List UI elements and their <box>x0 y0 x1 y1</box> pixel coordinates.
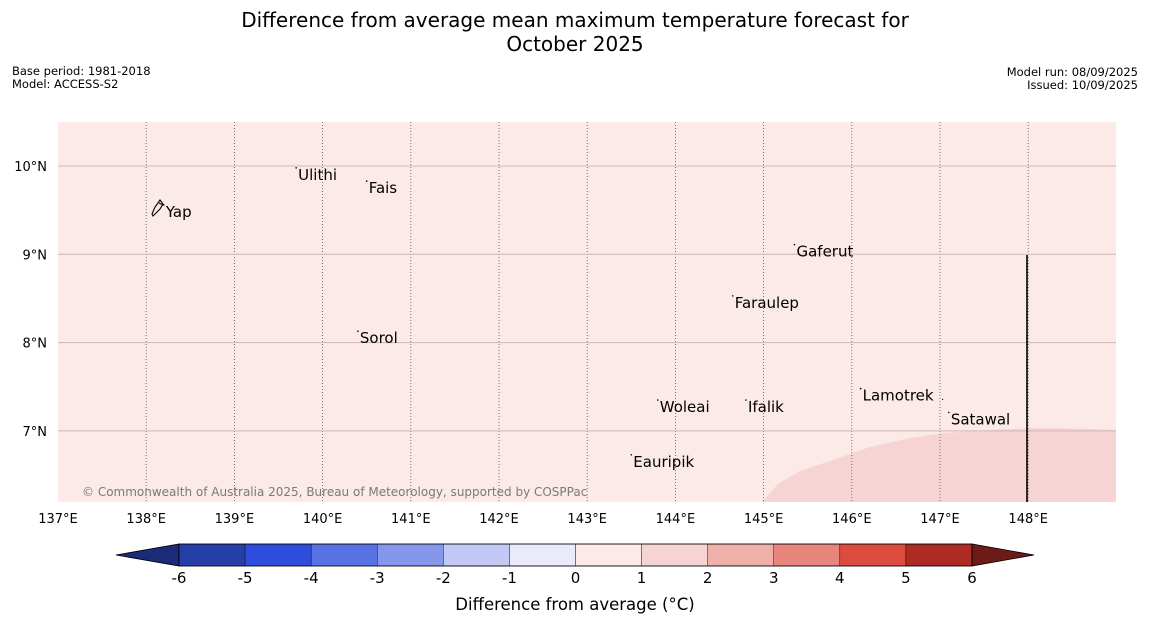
colorbar-swatch <box>377 543 444 567</box>
place-label: Sorol <box>360 329 398 347</box>
meta-left: Base period: 1981-2018 Model: ACCESS-S2 <box>12 65 151 91</box>
place-labels: Yap Ulithi Fais Gaferut Faraulep Sorol Woleai I… <box>163 166 1010 471</box>
place-label: Gaferut <box>796 243 853 261</box>
colorbar-swatch <box>443 543 510 567</box>
colorbar-swatch <box>641 543 708 567</box>
longitude-label: 142°E <box>479 512 519 527</box>
colorbar-swatch <box>839 543 907 567</box>
graticule <box>58 122 1116 502</box>
colorbar-tick-label: 2 <box>703 569 713 587</box>
colorbar-tick-label: 0 <box>571 569 581 587</box>
longitude-label: 148°E <box>1008 512 1048 527</box>
place-label: Yap <box>165 203 192 221</box>
longitude-labels: 137°E 138°E 139°E 140°E 141°E 142°E 143°E 144°E… <box>38 512 1048 527</box>
place-marker <box>859 387 862 390</box>
place-marker <box>630 454 633 456</box>
colorbar-tick-label: 1 <box>637 569 647 587</box>
latitude-label: 7°N <box>23 425 48 440</box>
place-label: Lamotrek <box>863 387 934 405</box>
colorbar-tick-label: -3 <box>370 569 385 587</box>
place-label: Ifalik <box>748 398 784 416</box>
colorbar-tick-label: 3 <box>769 569 779 587</box>
place-marker <box>656 399 659 401</box>
latitude-label: 10°N <box>14 160 47 175</box>
copyright-notice: © Commonwealth of Australia 2025, Bureau… <box>82 485 587 499</box>
longitude-label: 147°E <box>920 512 960 527</box>
place-marker <box>745 399 747 401</box>
meta-right: Model run: 08/09/2025 Issued: 10/09/2025 <box>1007 66 1138 92</box>
colorbar-tick-label: -6 <box>172 569 187 587</box>
model-run: Model run: 08/09/2025 <box>1006 65 1138 79</box>
colorbar-tick-label: 5 <box>901 569 911 587</box>
map-title: Difference from average mean maximum tem… <box>0 8 1150 56</box>
base-period: Base period: 1981-2018 <box>12 64 151 78</box>
colorbar: -6 -5 -4 -3 -2 -1 0 1 2 3 4 5 6 <box>115 543 1035 587</box>
longitude-label: 138°E <box>126 512 166 527</box>
colorbar-swatch <box>509 543 576 567</box>
place-label: Satawal <box>951 410 1010 428</box>
colorbar-swatch <box>244 543 312 567</box>
model-name: Model: ACCESS-S2 <box>12 77 119 91</box>
longitude-label: 141°E <box>391 512 431 527</box>
yap-island-outline <box>151 199 164 217</box>
place-label: Fais <box>369 179 398 197</box>
longitude-label: 145°E <box>744 512 784 527</box>
colorbar-tick-label: -2 <box>436 569 451 587</box>
colorbar-tick-label: -5 <box>238 569 253 587</box>
place-label: Eauripik <box>633 453 694 471</box>
colorbar-swatch <box>905 543 973 567</box>
longitude-label: 143°E <box>567 512 607 527</box>
colorbar-extend-high <box>971 543 1035 567</box>
longitude-label: 146°E <box>832 512 872 527</box>
place-label: Faraulep <box>735 294 799 312</box>
colorbar-tick-label: 4 <box>835 569 845 587</box>
issued-date: Issued: 10/09/2025 <box>1027 78 1138 92</box>
place-label: Woleai <box>660 398 710 416</box>
place-marker <box>948 411 950 414</box>
colorbar-swatch <box>575 543 642 567</box>
longitude-label: 144°E <box>656 512 696 527</box>
place-marker <box>163 204 165 206</box>
place-marker <box>357 330 359 332</box>
place-marker <box>793 243 796 246</box>
longitude-label: 140°E <box>303 512 343 527</box>
title-line-1: Difference from average mean maximum tem… <box>241 8 909 32</box>
colorbar-swatch <box>773 543 841 567</box>
colorbar-swatch <box>178 543 246 567</box>
place-marker <box>295 167 297 169</box>
colorbar-tick-label: 6 <box>967 569 977 587</box>
title-line-2: October 2025 <box>506 32 644 56</box>
longitude-label: 137°E <box>38 512 78 527</box>
colorbar-label: Difference from average (°C) <box>455 595 695 614</box>
colorbar-tick-label: -4 <box>304 569 319 587</box>
small-island-dot: . <box>941 392 944 403</box>
colorbar-tick-label: -1 <box>502 569 517 587</box>
place-marker <box>365 180 368 182</box>
place-marker <box>731 295 734 297</box>
longitude-label: 139°E <box>215 512 255 527</box>
place-label: Ulithi <box>298 166 337 184</box>
latitude-labels: 10°N 9°N 8°N 7°N <box>14 160 47 440</box>
latitude-label: 9°N <box>23 248 48 263</box>
colorbar-swatch <box>707 543 774 567</box>
colorbar-extend-low <box>115 543 180 567</box>
latitude-label: 8°N <box>23 337 48 352</box>
colorbar-outline <box>178 543 973 567</box>
colorbar-swatch <box>310 543 378 567</box>
